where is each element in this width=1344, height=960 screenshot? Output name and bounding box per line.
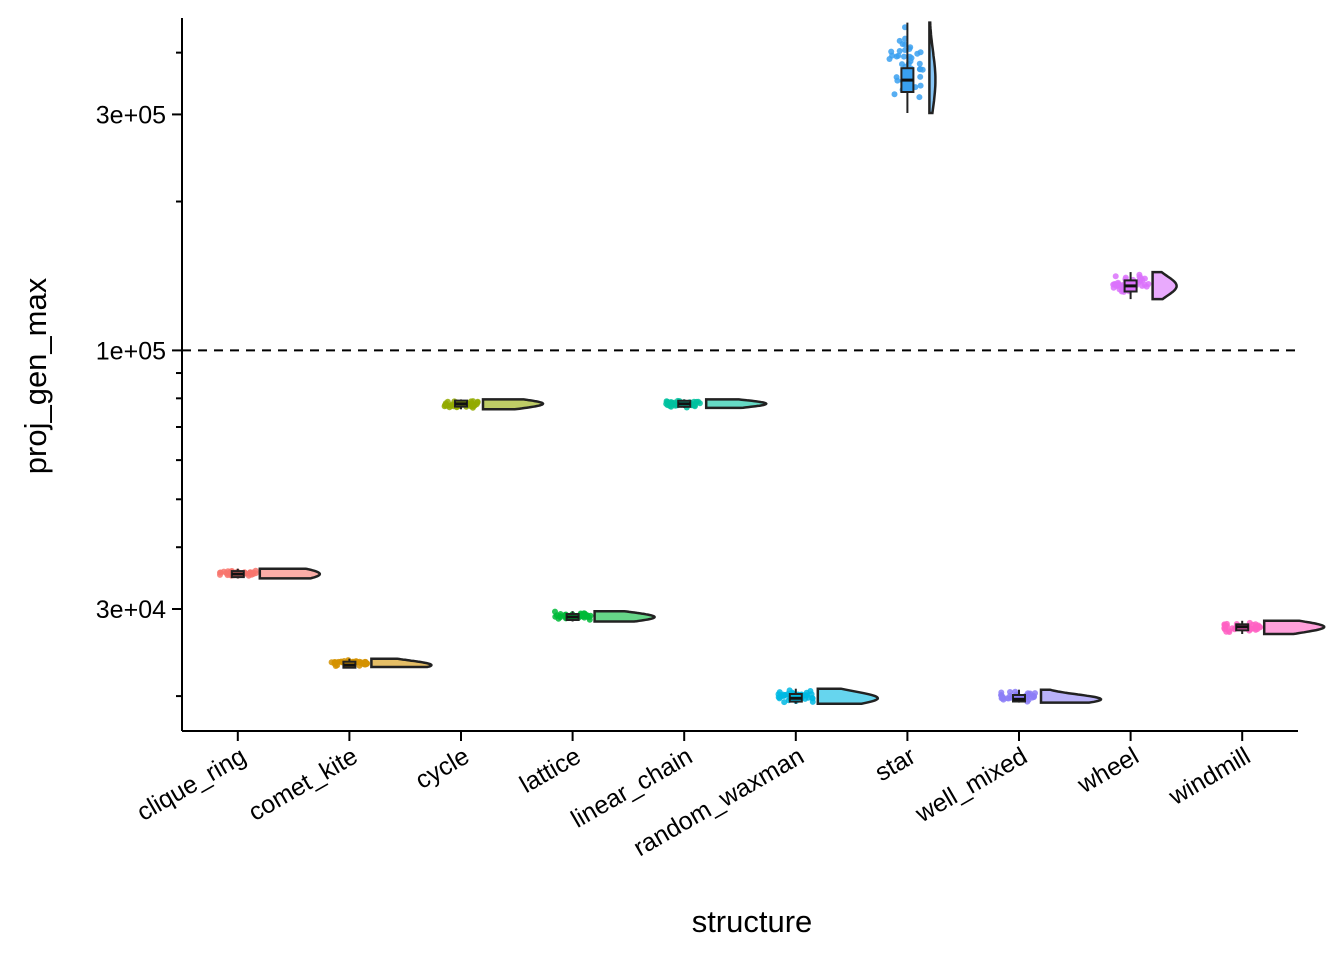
data-point [1257, 624, 1263, 631]
data-point [1118, 288, 1125, 295]
data-point [899, 61, 905, 68]
data-point [998, 695, 1005, 702]
y-tick-label: 3e+04 [96, 596, 166, 624]
x-tick-label: star [870, 742, 920, 787]
series-star [886, 21, 937, 115]
violin [258, 567, 322, 580]
data-point [1139, 282, 1146, 289]
x-tick-label: windmill [1163, 742, 1255, 811]
data-point [804, 692, 810, 699]
series-clique_ring [217, 567, 322, 580]
data-point [1005, 695, 1012, 702]
y-axis-title: proj_gen_max [18, 277, 53, 474]
data-point [1029, 694, 1036, 701]
violin [816, 687, 880, 705]
data-point [1110, 281, 1117, 288]
y-tick-label: 3e+05 [96, 101, 166, 129]
data-point [780, 691, 787, 698]
data-point [441, 403, 448, 410]
data-point [474, 398, 481, 405]
violin [481, 398, 545, 411]
violin [928, 21, 937, 115]
data-point [891, 91, 898, 98]
series-well_mixed [998, 688, 1103, 705]
x-tick-label: wheel [1072, 742, 1143, 799]
data-point [691, 403, 698, 410]
data-point [893, 74, 900, 81]
series-lattice [552, 608, 656, 623]
data-point [469, 404, 476, 411]
series-cycle [441, 398, 545, 411]
x-tick-label: cycle [411, 742, 474, 795]
data-point [917, 49, 924, 56]
data-point [449, 401, 456, 408]
data-point [896, 48, 903, 54]
x-tick-label: lattice [515, 742, 586, 799]
data-point [1032, 690, 1038, 697]
data-point [901, 53, 907, 60]
series-linear_chain [663, 397, 768, 411]
x-tick-label: clique_ring [132, 742, 251, 827]
violin [593, 609, 656, 623]
data-point [334, 662, 341, 669]
data-point [696, 400, 703, 407]
violin [370, 657, 433, 669]
data-point [553, 612, 560, 619]
data-point [916, 60, 923, 67]
x-tick-label: comet_kite [244, 742, 363, 827]
violin [1151, 270, 1178, 301]
data-point [895, 52, 902, 59]
series-random_waxman [775, 687, 880, 706]
violin [1262, 619, 1326, 636]
data-point [364, 660, 371, 667]
data-point [1007, 689, 1013, 695]
data-point [1112, 273, 1119, 280]
series-wheel [1110, 270, 1178, 301]
data-point [1226, 629, 1233, 635]
series-comet_kite [328, 657, 433, 669]
data-point [916, 94, 923, 101]
data-point [217, 569, 223, 576]
x-axis-title: structure [692, 904, 813, 939]
violin [1039, 688, 1103, 704]
data-point [584, 612, 591, 619]
data-point [781, 699, 788, 706]
plot-area [182, 21, 1326, 706]
data-point [888, 48, 895, 55]
data-point [917, 66, 924, 73]
data-point [917, 73, 924, 80]
data-point [907, 44, 914, 51]
series-windmill [1221, 619, 1326, 636]
data-point [1248, 626, 1255, 632]
data-point [663, 400, 670, 407]
data-point [1122, 274, 1129, 281]
data-point [809, 698, 816, 705]
x-tick-label: well_mixed [910, 742, 1032, 829]
data-point [917, 82, 924, 89]
data-point [1137, 274, 1144, 281]
violin [704, 398, 768, 410]
data-point [328, 659, 335, 666]
data-point [1222, 622, 1229, 629]
data-point [248, 571, 255, 578]
y-tick-label: 1e+05 [96, 337, 166, 365]
